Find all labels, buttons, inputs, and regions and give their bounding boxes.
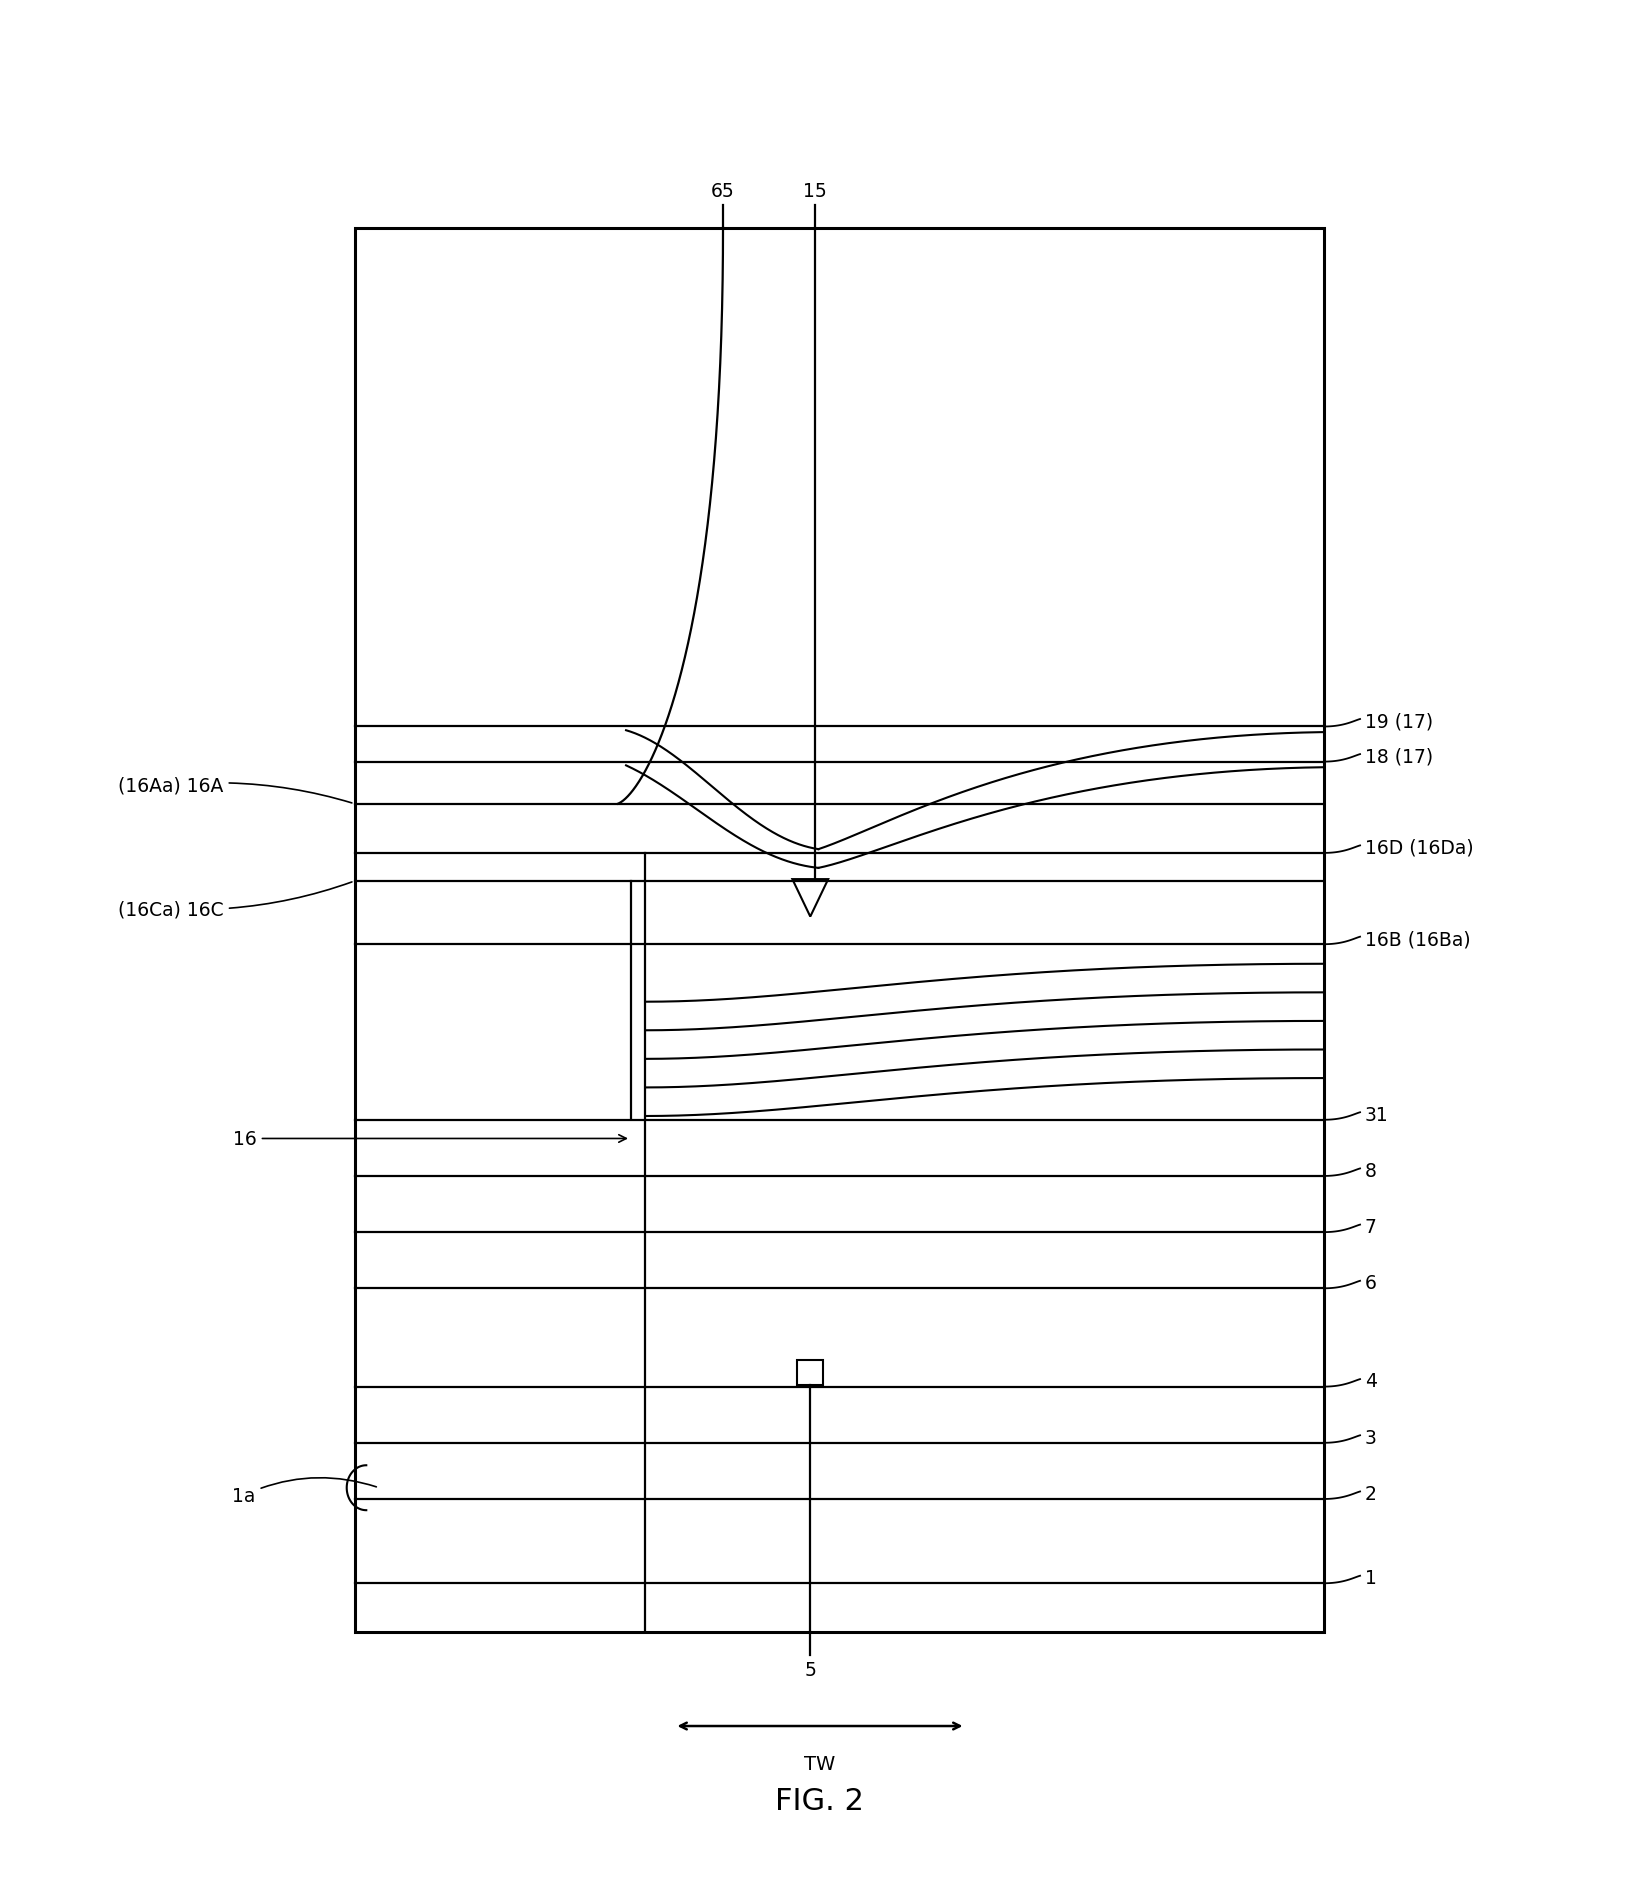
Text: FIG. 2: FIG. 2 [775,1786,863,1816]
Text: TW: TW [804,1754,835,1773]
Text: 4: 4 [1364,1372,1378,1391]
Text: 15: 15 [803,182,827,201]
Text: 1: 1 [1364,1568,1378,1587]
Polygon shape [798,1361,824,1386]
Text: 8: 8 [1364,1162,1378,1181]
Polygon shape [793,880,829,917]
Text: (16Aa) 16A: (16Aa) 16A [118,776,352,803]
Text: 18 (17): 18 (17) [1364,746,1433,765]
Text: 31: 31 [1364,1105,1389,1124]
Text: 65: 65 [711,182,735,201]
Text: 1a: 1a [233,1478,377,1504]
Text: 3: 3 [1364,1429,1378,1448]
Text: 16D (16Da): 16D (16Da) [1364,838,1474,857]
Text: 16: 16 [233,1130,626,1149]
Text: 6: 6 [1364,1273,1378,1292]
Text: 19 (17): 19 (17) [1364,713,1433,731]
Text: 7: 7 [1364,1218,1378,1237]
Text: 16B (16Ba): 16B (16Ba) [1364,929,1471,949]
Text: (16Ca) 16C: (16Ca) 16C [118,882,352,919]
Text: 5: 5 [804,1660,816,1679]
Text: 2: 2 [1364,1483,1378,1502]
